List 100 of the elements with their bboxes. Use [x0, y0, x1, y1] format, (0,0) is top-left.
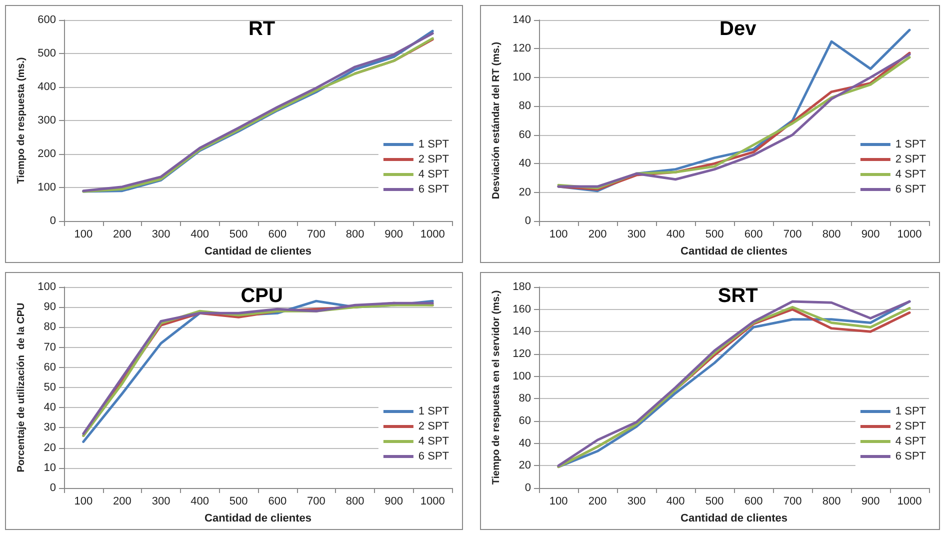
- y-tick-label: 600: [38, 14, 56, 26]
- x-tick-label: 900: [861, 496, 880, 508]
- x-tick-label: 200: [588, 228, 607, 240]
- chart-title: SRT: [718, 285, 758, 307]
- y-tick-label: 80: [44, 321, 56, 334]
- legend-label: 2 SPT: [418, 420, 450, 432]
- x-tick-label: 600: [268, 228, 287, 240]
- x-tick-label: 400: [666, 228, 685, 240]
- y-tick-label: 60: [518, 128, 531, 141]
- legend-label: 4 SPT: [895, 168, 926, 180]
- y-tick-label: 40: [44, 402, 56, 414]
- x-tick-label: 200: [113, 496, 132, 508]
- chart-title: Dev: [720, 18, 758, 40]
- y-tick-label: 20: [518, 460, 531, 472]
- x-tick-label: 300: [627, 228, 646, 240]
- legend-label: 2 SPT: [895, 420, 926, 432]
- x-tick-label: 700: [783, 496, 802, 508]
- x-tick-label: 200: [588, 496, 607, 508]
- legend-label: 4 SPT: [418, 436, 450, 448]
- x-tick-label: 900: [861, 228, 880, 240]
- x-tick-label: 1000: [897, 496, 922, 508]
- x-tick-label: 600: [268, 496, 287, 508]
- y-tick-label: 120: [512, 348, 531, 360]
- x-tick-label: 700: [307, 496, 326, 508]
- y-tick-label: 20: [518, 186, 531, 198]
- x-tick-label: 100: [549, 228, 568, 240]
- y-tick-label: 140: [512, 14, 531, 26]
- y-tick-label: 40: [518, 158, 531, 170]
- x-tick-label: 300: [152, 496, 170, 508]
- y-tick-label: 60: [44, 361, 56, 374]
- y-tick-label: 0: [524, 215, 531, 227]
- x-tick-label: 300: [152, 228, 170, 240]
- y-tick-label: 0: [50, 482, 56, 494]
- legend-label: 2 SPT: [895, 154, 926, 166]
- x-tick-label: 400: [190, 228, 209, 240]
- x-tick-label: 800: [346, 496, 364, 508]
- y-tick-label: 180: [512, 281, 531, 293]
- y-tick-label: 100: [38, 281, 56, 293]
- y-tick-label: 60: [518, 415, 531, 427]
- x-tick-label: 500: [705, 496, 724, 508]
- x-tick-label: 1000: [420, 496, 445, 508]
- x-axis-title: Cantidad de clientes: [204, 512, 312, 524]
- y-tick-label: 100: [512, 370, 531, 382]
- legend-label: 1 SPT: [895, 138, 926, 150]
- legend-label: 4 SPT: [418, 168, 450, 180]
- y-tick-label: 500: [38, 48, 56, 60]
- x-tick-label: 800: [822, 496, 841, 508]
- y-tick-label: 400: [38, 81, 56, 93]
- legend-label: 1 SPT: [418, 138, 450, 150]
- x-tick-label: 1000: [420, 228, 445, 240]
- x-tick-label: 100: [74, 228, 93, 240]
- x-tick-label: 500: [229, 496, 248, 508]
- x-tick-label: 700: [307, 228, 326, 240]
- x-tick-label: 800: [346, 228, 364, 240]
- y-tick-label: 90: [44, 301, 56, 314]
- x-tick-label: 100: [549, 496, 568, 508]
- x-axis-title: Cantidad de clientes: [204, 246, 312, 258]
- legend-label: 6 SPT: [418, 450, 450, 462]
- x-tick-label: 600: [744, 496, 763, 508]
- chart-title: CPU: [240, 285, 283, 307]
- x-tick-label: 400: [666, 496, 685, 508]
- y-tick-label: 100: [512, 71, 531, 84]
- y-tick-label: 100: [38, 182, 56, 194]
- y-tick-label: 80: [518, 100, 531, 112]
- y-axis-title: Tiempo de respuesta en el servidor (ms.): [491, 290, 502, 485]
- legend-label: 1 SPT: [418, 406, 450, 418]
- y-tick-label: 30: [44, 422, 56, 434]
- x-tick-label: 1000: [897, 228, 922, 240]
- y-tick-label: 50: [44, 382, 56, 394]
- x-axis-title: Cantidad de clientes: [680, 512, 788, 524]
- x-tick-label: 200: [113, 228, 132, 240]
- x-tick-label: 500: [705, 228, 724, 240]
- y-tick-label: 200: [38, 148, 56, 160]
- y-tick-label: 20: [44, 442, 56, 454]
- x-tick-label: 800: [822, 228, 841, 240]
- y-tick-label: 160: [512, 303, 531, 316]
- chart-title: RT: [248, 18, 276, 40]
- y-axis-title: Desviación estándar del RT (ms.): [491, 42, 502, 200]
- y-tick-label: 70: [44, 341, 56, 354]
- y-tick-label: 120: [512, 42, 531, 55]
- y-axis-title: Porcentaje de utilización de la CPU: [16, 302, 28, 472]
- x-tick-label: 600: [744, 228, 763, 240]
- legend-label: 2 SPT: [418, 154, 450, 166]
- y-tick-label: 80: [518, 392, 531, 405]
- legend-label: 6 SPT: [418, 184, 450, 196]
- x-tick-label: 400: [190, 496, 209, 508]
- x-axis-title: Cantidad de clientes: [680, 246, 788, 258]
- x-tick-label: 900: [384, 496, 403, 508]
- x-tick-label: 100: [74, 496, 93, 508]
- legend-label: 6 SPT: [895, 184, 926, 196]
- y-tick-label: 10: [44, 462, 56, 474]
- x-tick-label: 900: [384, 228, 403, 240]
- y-tick-label: 0: [524, 482, 531, 494]
- y-axis-title: Tiempo de respuesta (ms.): [16, 57, 28, 184]
- y-tick-label: 300: [38, 114, 56, 126]
- legend-label: 6 SPT: [895, 450, 926, 462]
- y-tick-label: 0: [50, 215, 56, 227]
- x-tick-label: 500: [229, 228, 248, 240]
- x-tick-label: 700: [783, 228, 802, 240]
- y-tick-label: 140: [512, 326, 531, 338]
